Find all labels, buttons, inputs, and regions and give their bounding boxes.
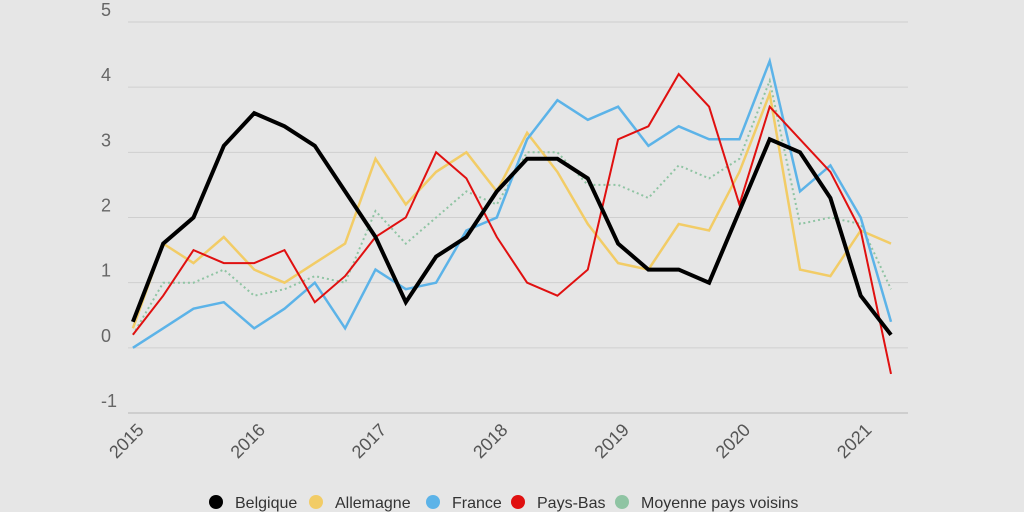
y-tick-label: 2 [101,196,111,216]
legend-marker [426,495,440,509]
y-tick-label: 5 [101,0,111,20]
y-tick-label: 4 [101,65,111,85]
series-line-pays-bas [132,72,892,375]
series-lines [131,56,893,375]
y-tick-label: 1 [101,261,111,281]
legend-label: France [452,495,502,512]
x-tick-label: 2021 [833,420,875,462]
x-tick-label: 2018 [469,420,511,462]
x-axis-ticks: 2015 2016 2017 2018 2019 2020 2021 [105,420,875,462]
x-tick-label: 2016 [227,420,269,462]
legend-label: Moyenne pays voisins [641,495,798,512]
series-line-belgique [131,110,893,337]
series-line-allemagne [131,89,892,329]
series-line-moyenne-pays-voisins [132,77,892,336]
y-tick-label: -1 [101,391,117,411]
x-tick-label: 2020 [712,420,754,462]
legend-marker [309,495,323,509]
y-axis-ticks: 5 4 3 2 1 0 -1 [101,0,117,411]
x-tick-label: 2019 [590,420,632,462]
x-tick-label: 2017 [348,420,390,462]
y-tick-label: 0 [101,326,111,346]
x-tick-label: 2015 [105,420,147,462]
legend: Belgique Allemagne France Pays-Bas Moyenne p… [209,495,798,512]
y-tick-label: 3 [101,130,111,150]
legend-label: Belgique [235,495,297,512]
legend-label: Allemagne [335,495,411,512]
legend-marker [511,495,525,509]
legend-marker [209,495,223,509]
series-line-france [132,56,893,349]
legend-label: Pays-Bas [537,495,605,512]
legend-marker [615,495,629,509]
